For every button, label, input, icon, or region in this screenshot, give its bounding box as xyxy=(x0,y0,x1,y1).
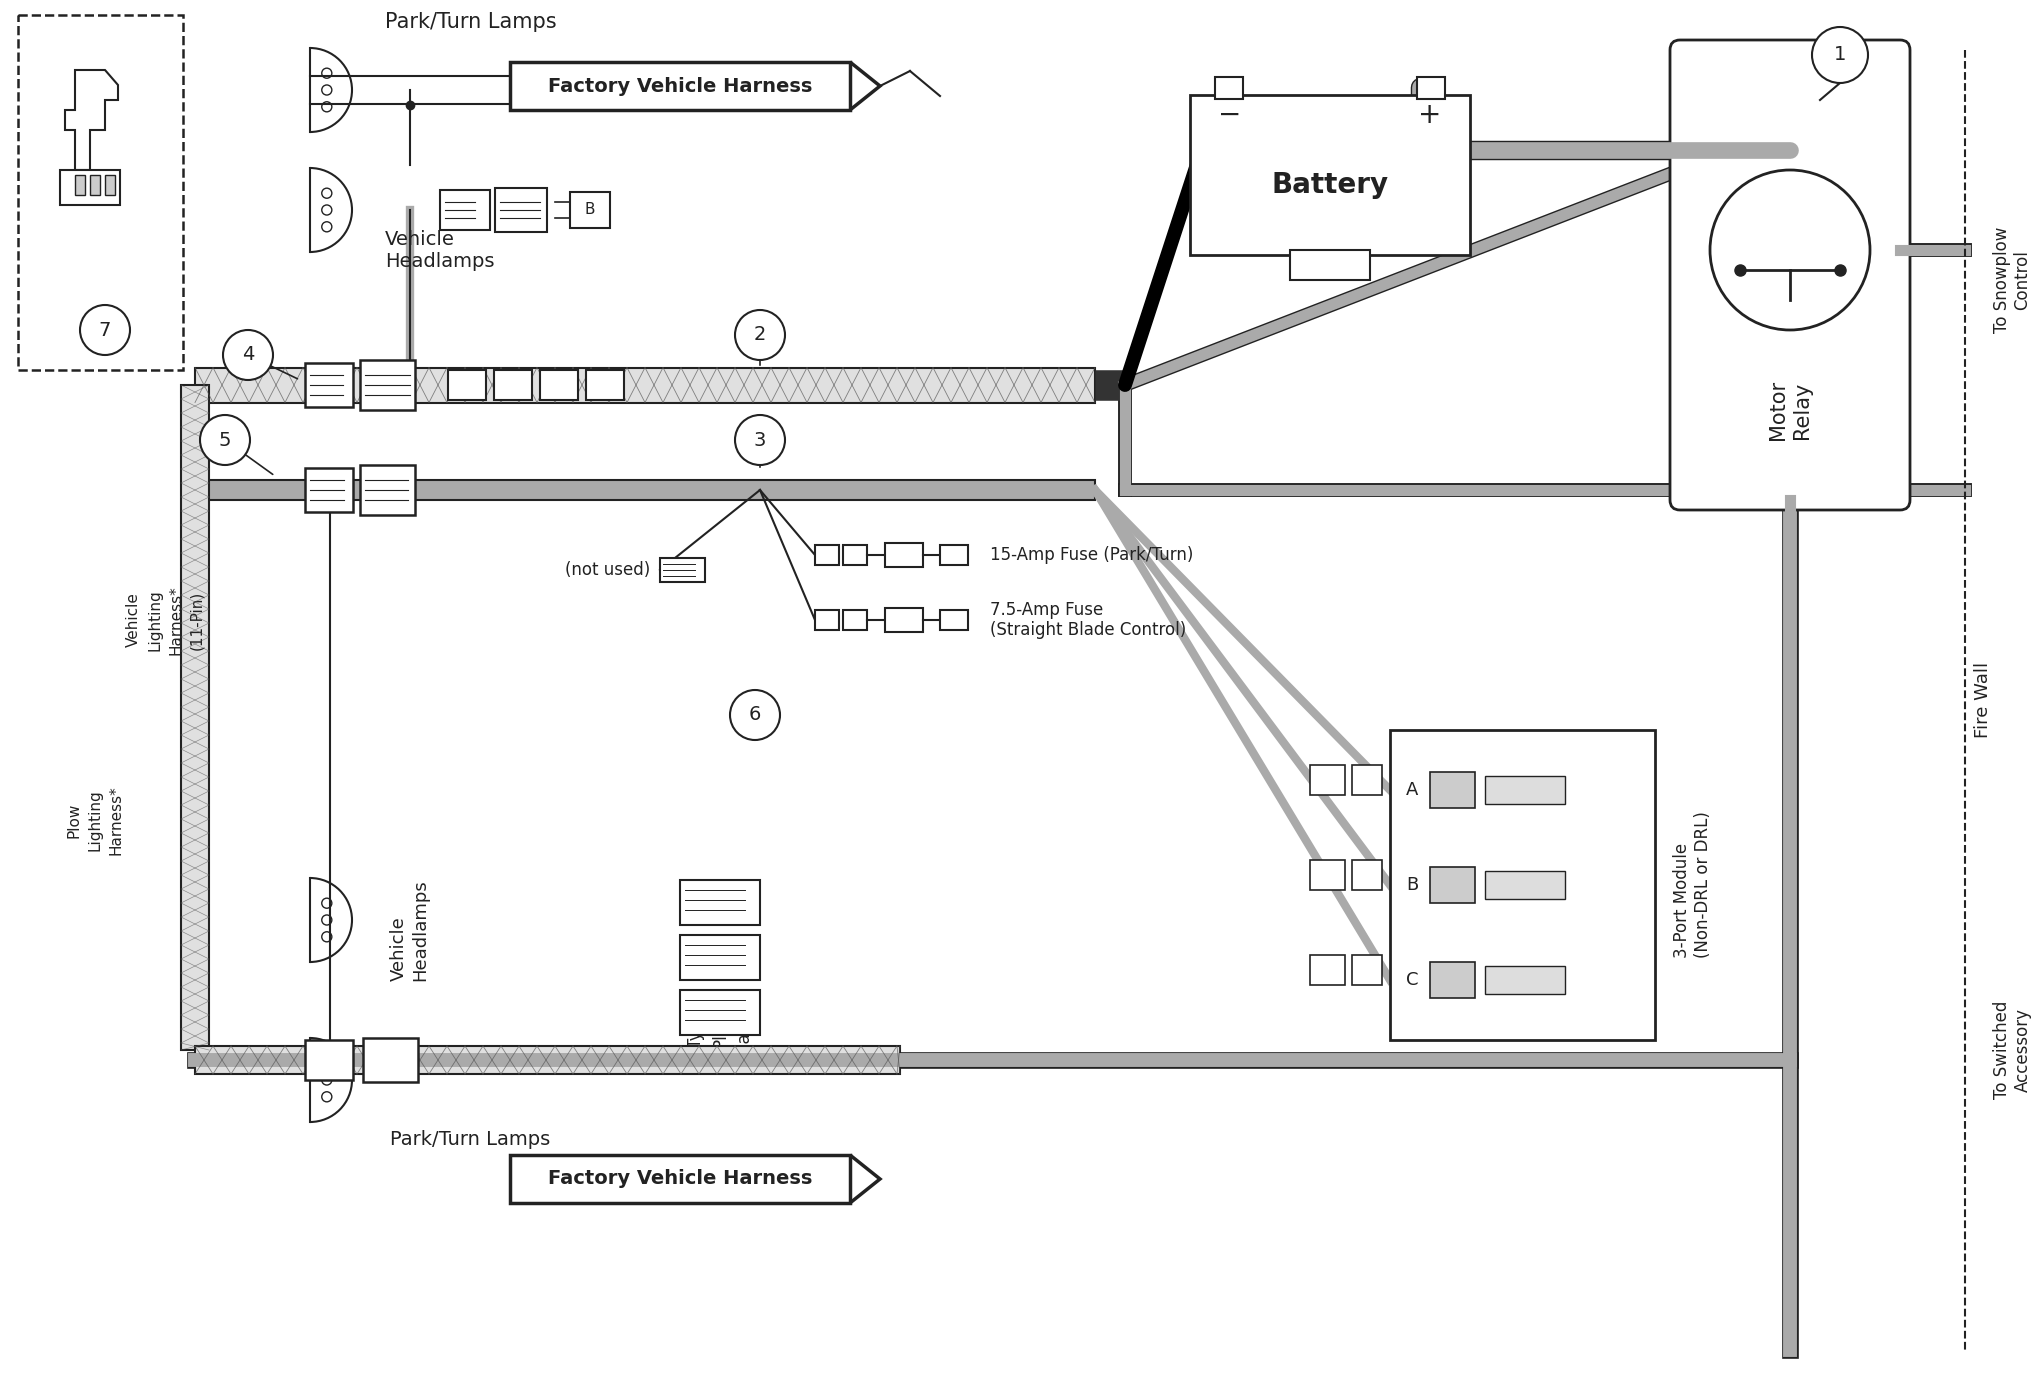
Text: +: + xyxy=(1419,101,1442,129)
Text: 7.5-Amp Fuse
(Straight Blade Control): 7.5-Amp Fuse (Straight Blade Control) xyxy=(991,601,1187,640)
Bar xyxy=(1484,966,1566,994)
Bar xyxy=(1309,955,1346,986)
Bar xyxy=(1352,955,1382,986)
Text: 3-Port Module
(Non-DRL or DRL): 3-Port Module (Non-DRL or DRL) xyxy=(1674,812,1713,959)
Text: Vehicle
Lighting
Harness*
(11-Pin): Vehicle Lighting Harness* (11-Pin) xyxy=(126,585,204,655)
Circle shape xyxy=(80,305,130,356)
Bar xyxy=(306,363,353,407)
Text: Factory Vehicle Harness: Factory Vehicle Harness xyxy=(548,1169,812,1189)
Bar xyxy=(361,360,416,410)
Text: Vehicle
Headlamps: Vehicle Headlamps xyxy=(389,879,428,981)
Text: To Switched
Accessory: To Switched Accessory xyxy=(1992,1001,2031,1099)
Text: A: A xyxy=(1405,781,1419,799)
Bar xyxy=(1291,251,1370,280)
Text: Factory Vehicle Harness: Factory Vehicle Harness xyxy=(548,77,812,95)
Text: Vehicle
Headlamps: Vehicle Headlamps xyxy=(385,230,495,272)
Text: 7: 7 xyxy=(98,321,112,340)
Circle shape xyxy=(734,414,785,465)
Text: 4: 4 xyxy=(243,346,255,364)
Text: (not used): (not used) xyxy=(565,561,650,580)
Bar xyxy=(196,1046,899,1074)
Polygon shape xyxy=(65,70,118,169)
Bar xyxy=(196,367,1095,403)
Text: B: B xyxy=(1405,876,1419,895)
Bar xyxy=(363,1037,418,1082)
Circle shape xyxy=(730,690,781,741)
Text: To Snowplow
Control: To Snowplow Control xyxy=(1992,227,2031,333)
Bar xyxy=(493,370,532,400)
Bar xyxy=(585,370,624,400)
Bar xyxy=(1215,77,1244,99)
Bar xyxy=(940,610,969,630)
Bar xyxy=(1484,776,1566,804)
Bar xyxy=(90,175,100,195)
Text: Motor
Relay: Motor Relay xyxy=(1768,379,1811,440)
Text: 6: 6 xyxy=(748,706,761,725)
FancyBboxPatch shape xyxy=(1670,41,1911,510)
Text: 15-Amp Fuse (Park/Turn): 15-Amp Fuse (Park/Turn) xyxy=(991,546,1193,564)
Bar xyxy=(18,15,184,370)
Bar xyxy=(940,545,969,566)
Bar xyxy=(1391,729,1656,1040)
Text: 3: 3 xyxy=(754,431,767,449)
Bar xyxy=(440,190,489,230)
Circle shape xyxy=(200,414,251,465)
Text: Typical
Plug-In
Harness: Typical Plug-In Harness xyxy=(687,986,752,1054)
Text: 5: 5 xyxy=(218,431,230,449)
Bar xyxy=(510,62,850,111)
Bar xyxy=(816,545,838,566)
Bar xyxy=(885,543,924,567)
Bar xyxy=(679,881,761,925)
Bar xyxy=(361,465,416,515)
Text: 2: 2 xyxy=(754,326,767,344)
Circle shape xyxy=(222,330,273,379)
Bar xyxy=(1484,871,1566,899)
Circle shape xyxy=(734,309,785,360)
Bar xyxy=(842,610,867,630)
Bar xyxy=(1429,867,1474,903)
Bar xyxy=(661,559,705,582)
Circle shape xyxy=(1813,27,1868,83)
Text: Plow
Lighting
Harness*: Plow Lighting Harness* xyxy=(67,785,124,855)
Text: B: B xyxy=(585,203,595,217)
Bar xyxy=(104,175,114,195)
Bar xyxy=(1309,860,1346,890)
Bar xyxy=(571,192,610,228)
Bar xyxy=(885,608,924,631)
Bar xyxy=(449,370,485,400)
Bar xyxy=(842,545,867,566)
Bar xyxy=(306,1040,353,1079)
Bar xyxy=(1352,764,1382,795)
Bar xyxy=(1309,764,1346,795)
Bar xyxy=(196,480,1095,500)
Bar xyxy=(495,188,546,232)
Bar xyxy=(679,935,761,980)
Bar xyxy=(75,175,86,195)
Bar xyxy=(181,385,210,1050)
Bar xyxy=(1191,95,1470,255)
Bar xyxy=(540,370,577,400)
Bar xyxy=(816,610,838,630)
Text: Fire Wall: Fire Wall xyxy=(1974,662,1992,738)
Bar xyxy=(679,990,761,1035)
Bar xyxy=(306,468,353,512)
Bar xyxy=(1352,860,1382,890)
Text: Park/Turn Lamps: Park/Turn Lamps xyxy=(389,1130,551,1149)
Text: Battery: Battery xyxy=(1272,171,1389,199)
Bar xyxy=(59,169,120,204)
Bar xyxy=(510,1155,850,1203)
Bar xyxy=(1429,771,1474,808)
Bar xyxy=(1429,962,1474,998)
Text: −: − xyxy=(1219,101,1242,129)
Text: C: C xyxy=(1405,972,1419,988)
Bar xyxy=(1417,77,1446,99)
Text: 1: 1 xyxy=(1833,45,1845,64)
Text: Park/Turn Lamps: Park/Turn Lamps xyxy=(385,13,557,32)
